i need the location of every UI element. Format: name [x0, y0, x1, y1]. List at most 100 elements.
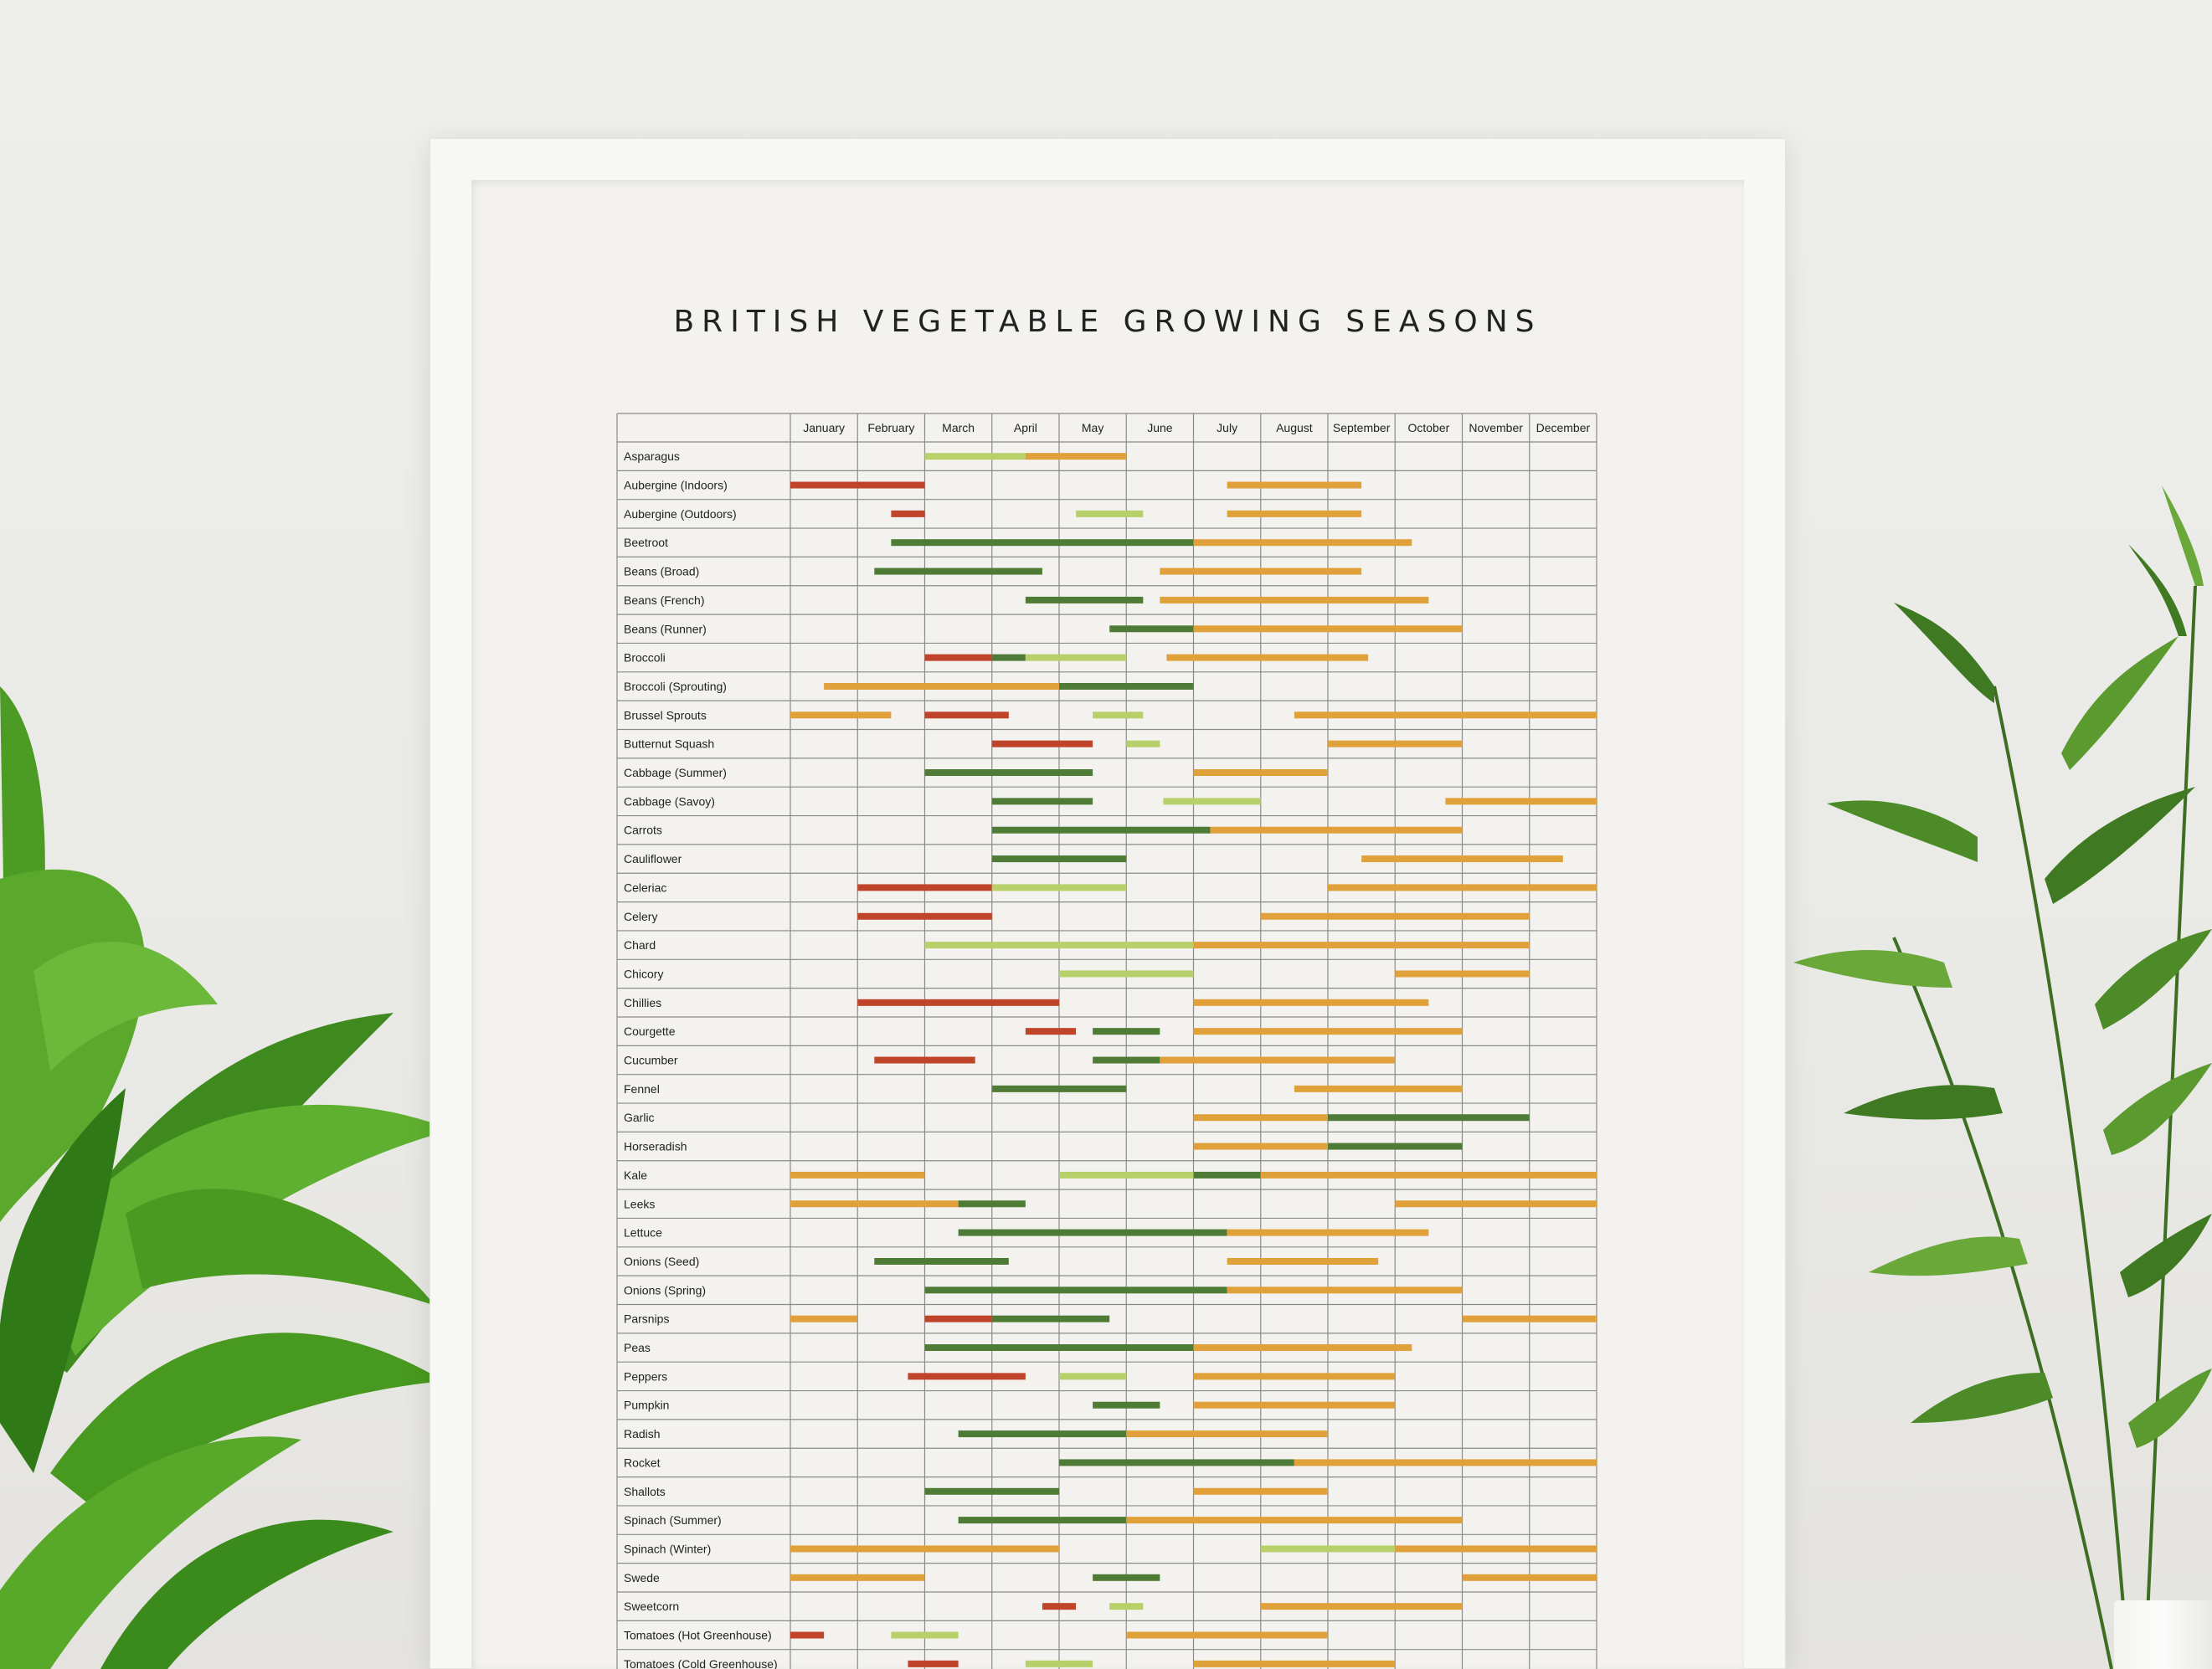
season-bar-harvest [1227, 481, 1362, 489]
season-bar-sow-indoors [891, 510, 925, 517]
season-bar-sow-outdoors [1059, 1373, 1127, 1380]
row-label: Radish [624, 1427, 661, 1440]
right-plant [1793, 485, 2212, 1669]
season-bar-harvest [1227, 1286, 1463, 1294]
month-header: July [1217, 421, 1237, 434]
month-header: November [1469, 421, 1523, 434]
season-bar-harvest [790, 1574, 925, 1581]
season-bar-sow-indoors [857, 884, 992, 891]
season-bar-harvest [1193, 942, 1530, 949]
row-label: Chillies [624, 996, 661, 1009]
season-bar-harvest [1395, 970, 1530, 978]
season-bar-harvest [1166, 654, 1369, 661]
season-bar-plant-out [958, 1229, 1227, 1236]
season-bar-harvest [790, 711, 892, 719]
row-label: Cucumber [624, 1054, 678, 1067]
season-bar-harvest [1361, 855, 1563, 863]
month-header: April [1014, 421, 1037, 434]
season-bar-harvest [790, 1200, 959, 1208]
season-bar-plant-out [991, 654, 1026, 661]
row-label: Beans (Broad) [624, 565, 699, 578]
season-bar-harvest [1462, 1315, 1597, 1322]
row-label: Peppers [624, 1369, 667, 1383]
row-label: Broccoli (Sprouting) [624, 680, 727, 693]
row-label: Beetroot [624, 536, 668, 549]
season-bar-plant-out [991, 826, 1211, 834]
row-label: Chicory [624, 967, 663, 980]
season-bar-plant-out [924, 769, 1093, 777]
season-bar-sow-indoors [1025, 1028, 1077, 1035]
season-bar-harvest [1227, 1229, 1429, 1236]
season-bar-plant-out [924, 1286, 1227, 1294]
row-label: Cabbage (Summer) [624, 766, 727, 779]
season-bar-harvest [1193, 1401, 1396, 1409]
row-label: Beans (French) [624, 593, 704, 607]
season-bar-sow-outdoors [1076, 510, 1144, 517]
season-bar-harvest [1462, 1574, 1597, 1581]
season-bar-sow-outdoors [1109, 1603, 1144, 1610]
season-bar-harvest [1160, 596, 1429, 603]
row-label: Brussel Sprouts [624, 708, 707, 722]
season-bar-sow-outdoors [891, 1631, 959, 1639]
season-bar-harvest [1193, 1487, 1328, 1495]
season-bar-plant-out [1059, 682, 1194, 690]
row-label: Cauliflower [624, 852, 682, 865]
season-bar-plant-out [891, 539, 1194, 547]
season-bar-harvest [1160, 567, 1362, 575]
season-bar-harvest [1294, 1459, 1597, 1466]
month-header: September [1333, 421, 1391, 434]
season-bar-harvest [1260, 1171, 1597, 1179]
season-bar-sow-indoors [908, 1373, 1026, 1380]
season-bar-harvest [1260, 1603, 1463, 1610]
season-bar-sow-indoors [790, 1631, 825, 1639]
row-label: Tomatoes (Hot Greenhouse) [624, 1629, 772, 1642]
row-label: Lettuce [624, 1226, 662, 1240]
season-bar-sow-outdoors [924, 453, 1026, 460]
season-bar-plant-out [1059, 1459, 1294, 1466]
row-label: Chard [624, 938, 656, 952]
season-bar-harvest [1294, 711, 1597, 719]
season-bar-plant-out [1093, 1028, 1160, 1035]
season-bar-plant-out [874, 567, 1042, 575]
row-label: Broccoli [624, 651, 666, 665]
season-bar-harvest [1126, 1517, 1463, 1524]
season-bar-sow-outdoors [924, 942, 1194, 949]
season-bar-harvest [1210, 826, 1463, 834]
season-bar-sow-outdoors [1025, 1660, 1093, 1667]
season-bar-plant-out [991, 798, 1093, 805]
month-header: August [1276, 421, 1313, 434]
month-header: December [1536, 421, 1591, 434]
row-label: Celeriac [624, 881, 666, 894]
season-bar-plant-out [958, 1200, 1026, 1208]
row-label: Tomatoes (Cold Greenhouse) [624, 1657, 778, 1669]
season-bar-sow-indoors [924, 1315, 992, 1322]
row-label: Swede [624, 1571, 660, 1584]
season-bar-plant-out [1328, 1114, 1530, 1122]
season-bar-plant-out [991, 1315, 1110, 1322]
row-label: Aubergine (Outdoors) [624, 507, 737, 521]
season-bar-plant-out [991, 855, 1127, 863]
season-bar-harvest [1193, 999, 1429, 1006]
season-bar-harvest [1126, 1430, 1328, 1438]
season-bar-harvest [824, 682, 1059, 690]
season-bar-sow-outdoors [1059, 970, 1194, 978]
season-bar-harvest [1328, 740, 1463, 747]
row-label: Sweetcorn [624, 1600, 679, 1613]
season-bar-harvest [1328, 884, 1597, 891]
season-bar-harvest [1025, 453, 1127, 460]
season-bar-plant-out [924, 1344, 1194, 1352]
row-label: Pumpkin [624, 1399, 669, 1412]
row-label: Beans (Runner) [624, 622, 707, 635]
season-bar-harvest [1126, 1631, 1328, 1639]
row-label: Peas [624, 1341, 651, 1354]
plant-pot [2114, 1600, 2212, 1669]
month-header: May [1082, 421, 1103, 434]
month-header: June [1147, 421, 1173, 434]
poster-paper [471, 180, 1744, 1669]
season-bar-plant-out [991, 1085, 1127, 1092]
season-bar-harvest [1193, 1143, 1328, 1150]
season-bar-plant-out [1193, 1171, 1261, 1179]
row-label: Courgette [624, 1025, 676, 1038]
season-bar-sow-outdoors [1093, 711, 1144, 719]
season-bar-harvest [1193, 1028, 1463, 1035]
